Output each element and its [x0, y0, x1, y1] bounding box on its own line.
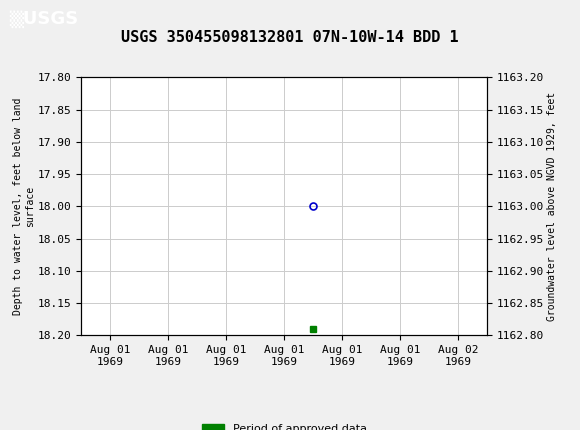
Text: ▒USGS: ▒USGS — [9, 10, 78, 28]
Legend: Period of approved data: Period of approved data — [197, 419, 371, 430]
Y-axis label: Groundwater level above NGVD 1929, feet: Groundwater level above NGVD 1929, feet — [547, 92, 557, 321]
Y-axis label: Depth to water level, feet below land
surface: Depth to water level, feet below land su… — [13, 98, 35, 315]
Text: USGS 350455098132801 07N-10W-14 BDD 1: USGS 350455098132801 07N-10W-14 BDD 1 — [121, 30, 459, 45]
